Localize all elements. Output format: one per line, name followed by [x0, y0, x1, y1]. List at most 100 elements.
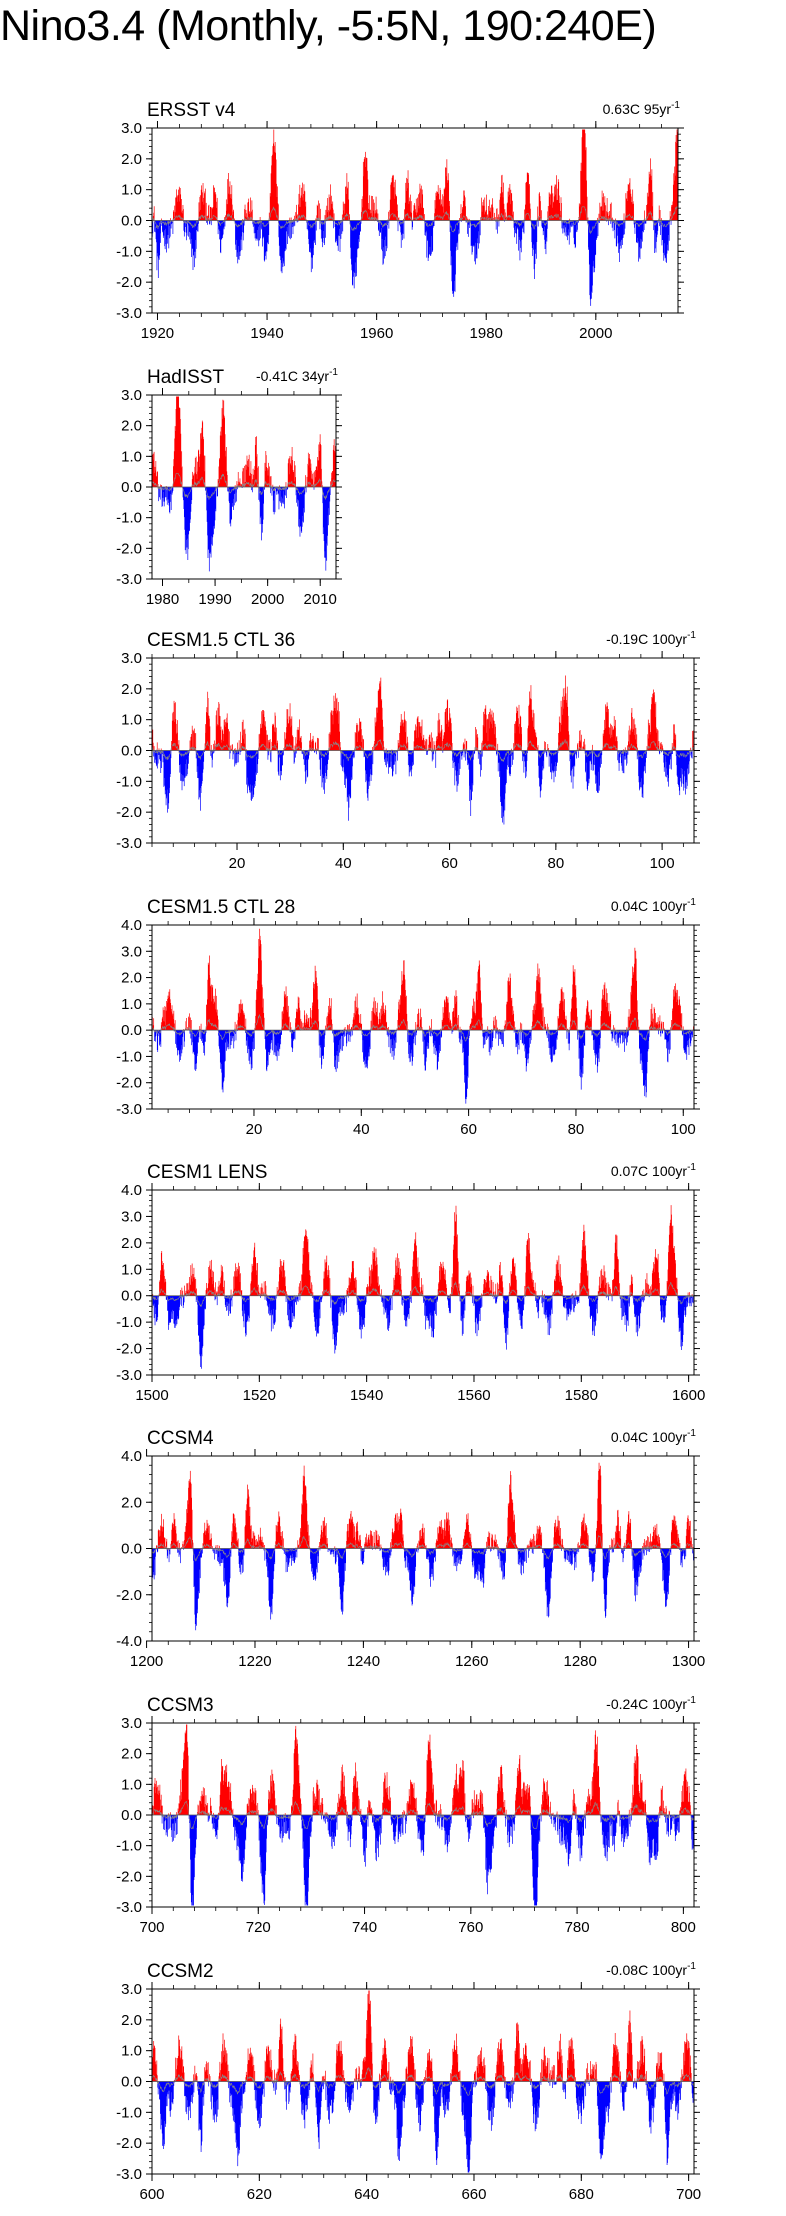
panel-title: CESM1.5 CTL 28 — [147, 897, 295, 918]
x-tick-label: 1500 — [135, 1387, 168, 1404]
y-tick-label: -2.0 — [116, 1341, 142, 1358]
x-tick-label: 1980 — [470, 325, 503, 342]
negative-anomaly-bars — [161, 1815, 695, 1906]
x-tick-label: 640 — [354, 2186, 379, 2203]
plot-frame — [151, 924, 695, 1110]
positive-anomaly-bars — [152, 1205, 693, 1296]
x-tick-label: 1990 — [198, 591, 231, 608]
panel-title: CESM1.5 CTL 36 — [147, 630, 295, 651]
trend-annotation: -0.41C 34yr-1 — [256, 367, 338, 384]
trend-annotation: 0.07C 100yr-1 — [611, 1162, 697, 1179]
x-tick-label: 2000 — [579, 325, 612, 342]
x-tick-label: 1260 — [455, 1653, 488, 1670]
x-tick-label: 20 — [229, 855, 246, 872]
x-tick-label: 660 — [461, 2186, 486, 2203]
x-tick-label: 1220 — [238, 1653, 271, 1670]
y-tick-label: 0.0 — [121, 2074, 142, 2091]
y-tick-label: 4.0 — [121, 1182, 142, 1199]
chart-panel-4: -3.0 -2.0 -1.0 0.0 1.0 2.0 3.0 4.0 20 40 60 80 100 CE… — [116, 897, 700, 1138]
negative-anomaly-bars — [157, 2081, 695, 2173]
trend-annotation-exponent: -1 — [329, 367, 338, 378]
y-tick-label: -2.0 — [116, 2135, 142, 2152]
x-tick-label: 600 — [139, 2186, 164, 2203]
panel-title: CCSM3 — [147, 1695, 214, 1716]
trend-annotation-exponent: -1 — [687, 897, 696, 908]
negative-anomaly-bars — [152, 1548, 695, 1631]
chart-panel-6: -4.0 -2.0 0.0 2.0 4.0 1200 1220 1240 1260 1280 130… — [116, 1428, 705, 1670]
x-tick-label: 680 — [569, 2186, 594, 2203]
x-tick-label: 2000 — [251, 591, 284, 608]
positive-anomaly-bars — [152, 129, 679, 221]
trend-annotation: -0.19C 100yr-1 — [606, 630, 696, 647]
x-tick-label: 700 — [676, 2186, 701, 2203]
negative-anomaly-bars — [152, 220, 672, 306]
x-tick-label: 60 — [460, 1121, 477, 1138]
y-tick-label: 2.0 — [121, 1235, 142, 1252]
x-tick-label: 80 — [568, 1121, 585, 1138]
y-tick-label: 0.0 — [121, 213, 142, 230]
y-tick-label: -2.0 — [116, 1075, 142, 1092]
y-tick-label: 1.0 — [121, 1776, 142, 1793]
y-tick-label: -3.0 — [116, 1367, 142, 1384]
negative-anomaly-bars — [153, 1030, 695, 1104]
y-tick-label: -1.0 — [116, 1838, 142, 1855]
chart-panel-2: -3.0 -2.0 -1.0 0.0 1.0 2.0 3.0 1980 1990 2000 2010… — [116, 367, 342, 608]
y-tick-label: 3.0 — [121, 650, 142, 667]
y-tick-label: 3.0 — [121, 120, 142, 137]
x-tick-label: 1280 — [563, 1653, 596, 1670]
x-tick-label: 20 — [246, 1121, 263, 1138]
trend-annotation: -0.08C 100yr-1 — [606, 1961, 696, 1978]
y-tick-label: -2.0 — [116, 804, 142, 821]
x-tick-label: 700 — [139, 1919, 164, 1936]
trend-annotation-exponent: -1 — [671, 100, 680, 111]
positive-anomaly-bars — [152, 675, 695, 751]
trend-annotation-exponent: -1 — [687, 1961, 696, 1972]
y-tick-label: 0.0 — [121, 1541, 142, 1558]
chart-panel-7: -3.0 -2.0 -1.0 0.0 1.0 2.0 3.0 700 720 740 760 780 8… — [116, 1695, 700, 1936]
y-tick-label: -2.0 — [116, 540, 142, 557]
x-tick-label: 620 — [247, 2186, 272, 2203]
y-tick-label: -1.0 — [116, 773, 142, 790]
mean-trace-line — [151, 206, 678, 235]
y-tick-label: 1.0 — [121, 448, 142, 465]
y-tick-label: -2.0 — [116, 274, 142, 291]
x-tick-label: 1200 — [130, 1653, 163, 1670]
trend-annotation: -0.24C 100yr-1 — [606, 1695, 696, 1712]
y-tick-label: 2.0 — [121, 2012, 142, 2029]
trend-annotation-value: -0.19C 100yr — [606, 631, 687, 647]
trend-annotation: 0.63C 95yr-1 — [603, 100, 681, 117]
y-tick-label: 1.0 — [121, 1261, 142, 1278]
y-tick-label: -1.0 — [116, 2104, 142, 2121]
trend-annotation-value: -0.41C 34yr — [256, 368, 329, 384]
negative-anomaly-bars — [152, 1295, 695, 1369]
y-tick-label: -3.0 — [116, 305, 142, 322]
y-tick-label: 2.0 — [121, 1494, 142, 1511]
y-tick-label: -1.0 — [116, 510, 142, 527]
mean-trace-line — [151, 1800, 694, 1829]
mean-trace-line — [151, 2067, 694, 2096]
negative-anomaly-bars — [158, 487, 332, 572]
trend-annotation-value: 0.04C 100yr — [611, 898, 688, 914]
y-tick-label: 1.0 — [121, 182, 142, 199]
y-tick-label: 3.0 — [121, 1208, 142, 1225]
y-tick-label: -1.0 — [116, 1048, 142, 1065]
x-tick-label: 1940 — [250, 325, 283, 342]
y-tick-label: -3.0 — [116, 1101, 142, 1118]
y-tick-label: 0.0 — [121, 1807, 142, 1824]
y-tick-label: 2.0 — [121, 1746, 142, 1763]
x-tick-label: 100 — [650, 855, 675, 872]
panel-title: CESM1 LENS — [147, 1162, 267, 1183]
x-tick-label: 1920 — [141, 325, 174, 342]
y-tick-label: 3.0 — [121, 1715, 142, 1732]
y-tick-label: 1.0 — [121, 996, 142, 1013]
trend-annotation-exponent: -1 — [687, 1695, 696, 1706]
y-tick-label: 3.0 — [121, 943, 142, 960]
x-tick-label: 720 — [246, 1919, 271, 1936]
x-tick-label: 2010 — [304, 591, 337, 608]
mean-trace-line — [151, 739, 694, 762]
y-tick-label: -3.0 — [116, 571, 142, 588]
positive-anomaly-bars — [156, 1462, 694, 1549]
positive-anomaly-bars — [152, 928, 694, 1031]
x-tick-label: 1980 — [146, 591, 179, 608]
trend-annotation-value: -0.24C 100yr — [606, 1696, 687, 1712]
